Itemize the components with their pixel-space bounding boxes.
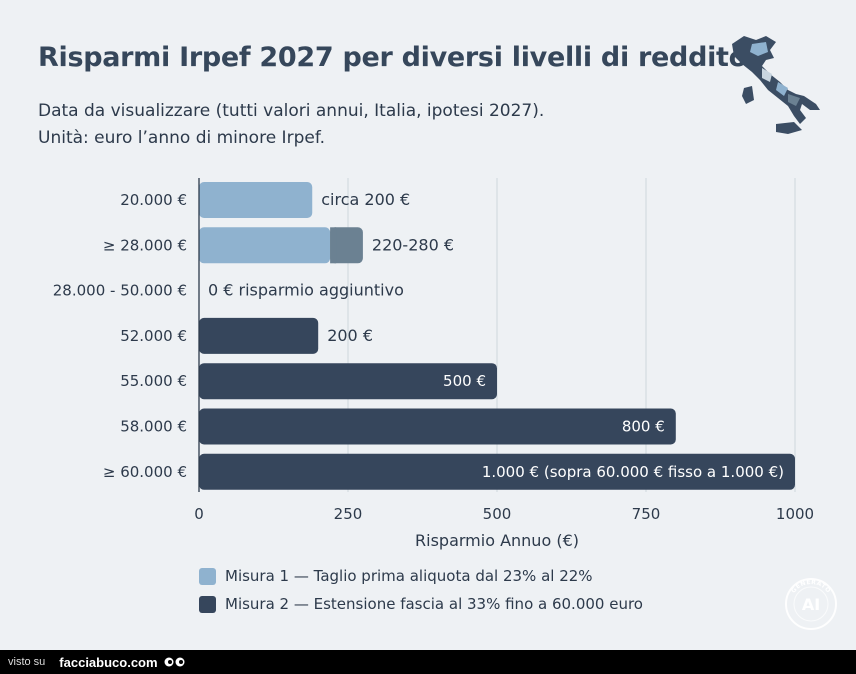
x-axis-label: Risparmio Annuo (€) (415, 531, 579, 550)
data-label-4: 500 € (443, 372, 486, 390)
x-tick-label-750: 750 (632, 505, 661, 523)
category-label-0: 20.000 € (120, 191, 187, 209)
chart-title: Risparmi Irpef 2027 per diversi livelli … (38, 42, 747, 73)
bar-misura-1-1 (199, 227, 331, 264)
bar-misura-2-3 (199, 317, 319, 354)
bars (199, 182, 795, 490)
bar-misura-2-4 (199, 363, 497, 400)
bar-range-join-1 (330, 227, 337, 264)
x-tick-label-0: 0 (194, 505, 204, 523)
subtitle-line-2: Unità: euro l’anno di minore Irpef. (38, 128, 325, 148)
category-label-6: ≥ 60.000 € (103, 463, 187, 481)
data-label-3: 200 € (327, 326, 373, 345)
data-label-2: 0 € risparmio aggiuntivo (208, 281, 404, 300)
category-label-2: 28.000 - 50.000 € (53, 282, 187, 300)
data-label-0: circa 200 € (321, 190, 410, 209)
legend-label-misura-1: Misura 1 — Taglio prima aliquota dal 23%… (225, 567, 593, 585)
eyes-logo-icon (164, 657, 185, 667)
x-tick-label-250: 250 (334, 505, 363, 523)
bar-chart: 20.000 € ≥ 28.000 € 28.000 - 50.000 € 52.00… (53, 178, 814, 550)
legend-item-misura-2: Misura 2 — Estensione fascia al 33% fino… (199, 590, 643, 618)
ai-generated-badge-icon: AI GENERATO (785, 578, 837, 630)
subtitle-line-1: Data da visualizzare (tutti valori annui… (38, 101, 545, 121)
legend-label-misura-2: Misura 2 — Estensione fascia al 33% fino… (225, 595, 643, 613)
badge-text: AI (802, 595, 820, 614)
bar-misura-1-0 (199, 182, 313, 218)
gridlines (347, 178, 796, 492)
footer-bar: visto su facciabuco.com (0, 650, 856, 674)
footer-brand-link[interactable]: facciabuco.com (59, 654, 158, 670)
data-label-1: 220-280 € (372, 235, 454, 254)
category-labels: 20.000 € ≥ 28.000 € 28.000 - 50.000 € 52.00… (53, 191, 187, 481)
italy-map-icon (732, 36, 820, 134)
x-tick-label-500: 500 (483, 505, 512, 523)
x-tick-label-1000: 1000 (776, 505, 814, 523)
x-tick-labels: 0 250 500 750 1000 (194, 505, 814, 523)
category-label-4: 55.000 € (120, 372, 187, 390)
legend-swatch-misura-2 (199, 595, 216, 613)
chart-subtitle: Data da visualizzare (tutti valori annui… (38, 98, 544, 152)
data-label-6: 1.000 € (sopra 60.000 € fisso a 1.000 €) (482, 463, 784, 481)
legend: Misura 1 — Taglio prima aliquota dal 23%… (199, 562, 643, 618)
category-label-5: 58.000 € (120, 418, 187, 436)
footer-visto: visto su (8, 656, 46, 668)
data-label-5: 800 € (622, 418, 665, 436)
legend-swatch-misura-1 (199, 567, 216, 585)
bar-misura-2-6 (199, 453, 795, 490)
legend-item-misura-1: Misura 1 — Taglio prima aliquota dal 23%… (199, 562, 643, 590)
bar-misura-2-5 (199, 408, 676, 445)
category-label-1: ≥ 28.000 € (103, 236, 187, 254)
data-labels: circa 200 € 220-280 € 0 € risparmio aggiun… (208, 190, 784, 481)
category-label-3: 52.000 € (120, 327, 187, 345)
bar-range-extension-1 (330, 227, 363, 264)
